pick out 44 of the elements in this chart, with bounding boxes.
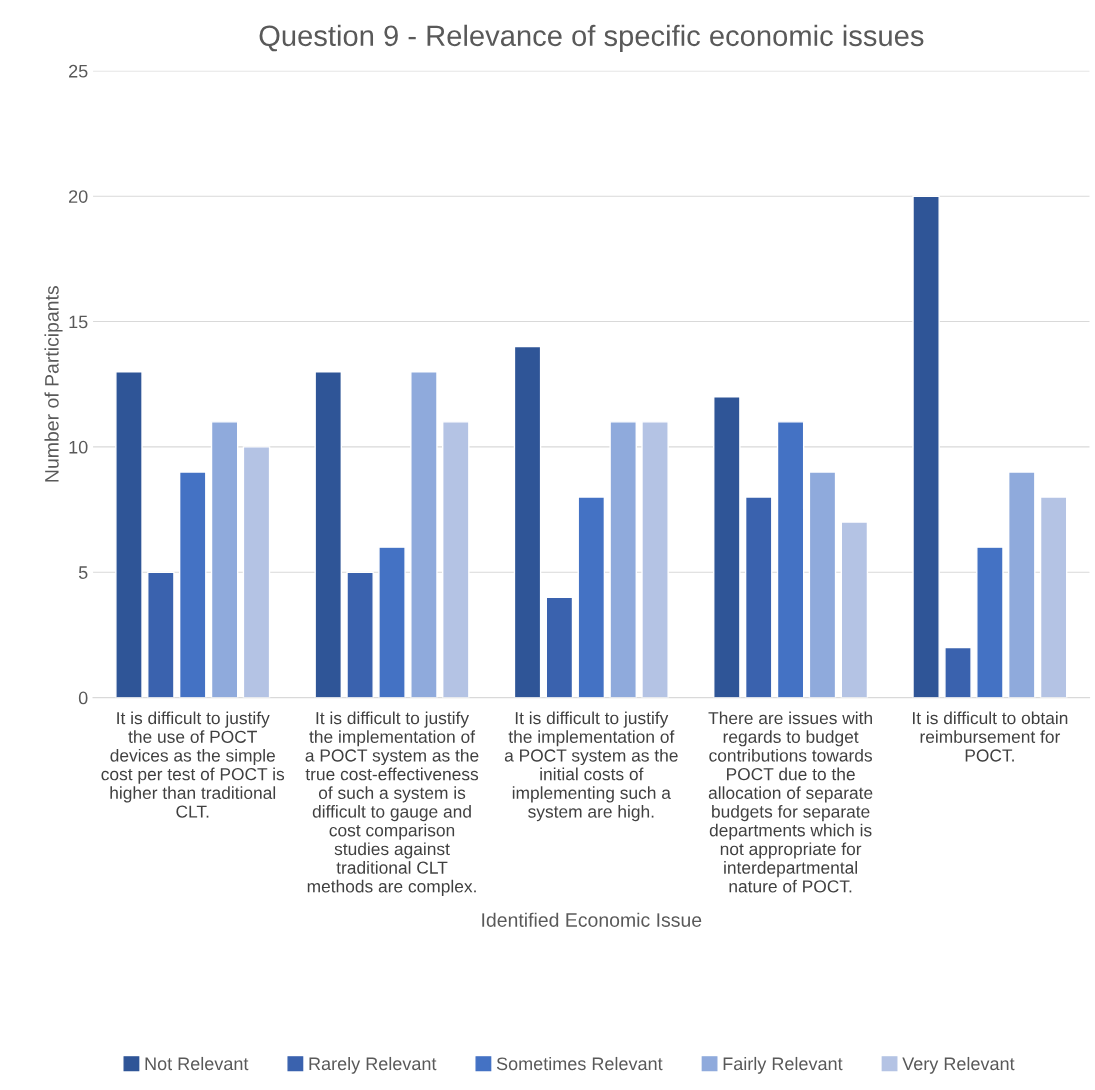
bar (545, 596, 574, 698)
bar (713, 396, 741, 698)
legend-label: Sometimes Relevant (496, 1056, 663, 1071)
chart-title: Question 9 - Relevance of specific economic issues (259, 24, 924, 52)
y-tick-label: 25 (69, 64, 88, 78)
legend-label: Very Relevant (902, 1056, 1015, 1074)
bar (442, 421, 470, 698)
bar (609, 421, 637, 698)
bar (314, 370, 343, 698)
bar (1007, 471, 1036, 698)
y-tick-label: 0 (78, 691, 88, 705)
y-tick-label: 20 (69, 190, 88, 203)
bar (976, 546, 1004, 698)
legend-label: Fairly Relevant (723, 1056, 843, 1074)
bar (641, 421, 669, 698)
y-axis-title: Number of Participants (44, 286, 63, 482)
bar (346, 571, 374, 698)
x-tick-label: It is difficult to obtain reimbursement for POCT. (912, 711, 1068, 762)
bar (178, 471, 207, 698)
bar (1039, 496, 1068, 698)
x-tick-label: It is difficult to justify the use of POCT devices as the simple cost per test of POCT is higher than traditional CLT. (101, 711, 285, 818)
bar (410, 370, 438, 698)
bar (840, 521, 869, 698)
bar (242, 446, 271, 698)
x-tick-label: It is difficult to justify the implementation of a POCT system as the initial costs of implementing such a system are high. (504, 711, 678, 822)
bar (912, 195, 940, 698)
x-axis-title: Identified Economic Issue (482, 912, 702, 927)
bar (776, 421, 805, 698)
y-tick-label: 5 (78, 566, 88, 579)
bar (744, 496, 773, 698)
category-label: There are issues with regards to budget contributions towards POCT due to the allocation of separate budgets for separate departments which is not appropriate for interdepartmental nature of POCT. (708, 711, 873, 893)
bar (808, 471, 837, 698)
category-label: It is difficult to justify the implementation of a POCT system as the true cost-effectiveness of such a system is difficult to gauge and cost comparison studies against traditional CLT methods are complex. (305, 711, 479, 896)
bar (147, 571, 175, 698)
bar (944, 646, 972, 698)
bar (378, 546, 406, 698)
bar (115, 370, 143, 698)
bar (513, 345, 542, 698)
bar (577, 496, 606, 698)
legend-label: Not Relevant (145, 1056, 249, 1071)
y-tick-label: 10 (69, 440, 88, 454)
y-tick-label: 15 (69, 315, 88, 329)
bar (210, 421, 239, 698)
legend-label: Rarely Relevant (309, 1056, 437, 1074)
